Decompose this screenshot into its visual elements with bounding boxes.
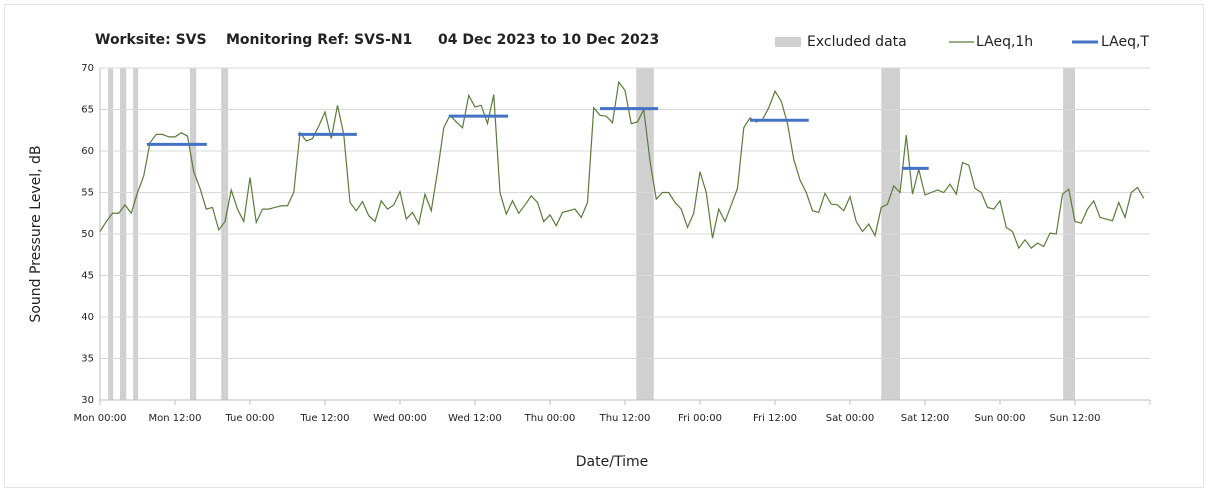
x-tick-label: Thu 00:00 [524,413,576,424]
chart-title: 04 Dec 2023 to 10 Dec 2023 [438,32,659,48]
y-tick-label: 65 [81,105,94,116]
x-tick-label: Sun 12:00 [1049,413,1100,424]
chart-title: Monitoring Ref: SVS-N1 [226,32,412,48]
legend-label: Excluded data [807,34,907,50]
chart-title: Worksite: SVS [95,32,207,48]
x-tick-label: Tue 00:00 [224,413,274,424]
x-tick-label: Wed 00:00 [373,413,427,424]
y-tick-label: 30 [81,395,94,406]
x-tick-label: Tue 12:00 [299,413,349,424]
x-axis-label: Date/Time [576,454,648,470]
data-line [99,80,1145,250]
y-tick-label: 35 [81,354,94,365]
x-tick-label: Thu 12:00 [599,413,651,424]
x-tick-label: Fri 00:00 [678,413,722,424]
legend-label: LAeq,T [1101,34,1149,50]
y-tick-label: 40 [81,312,94,323]
y-tick-label: 50 [81,229,94,240]
x-tick-label: Sat 00:00 [826,413,874,424]
legend-label: LAeq,1h [976,34,1033,50]
y-tick-label: 70 [81,63,94,74]
x-tick-label: Sun 00:00 [974,413,1025,424]
legend-swatch [775,37,801,47]
x-tick-label: Mon 12:00 [148,413,201,424]
y-tick-label: 60 [81,146,94,157]
x-tick-label: Sat 12:00 [901,413,949,424]
y-tick-label: 55 [81,188,94,199]
x-tick-label: Mon 00:00 [73,413,126,424]
x-tick-label: Wed 12:00 [448,413,502,424]
frame [4,4,1204,488]
y-tick-label: 45 [81,271,94,282]
y-axis-label: Sound Pressure Level, dB [28,145,44,322]
x-tick-label: Fri 12:00 [753,413,797,424]
